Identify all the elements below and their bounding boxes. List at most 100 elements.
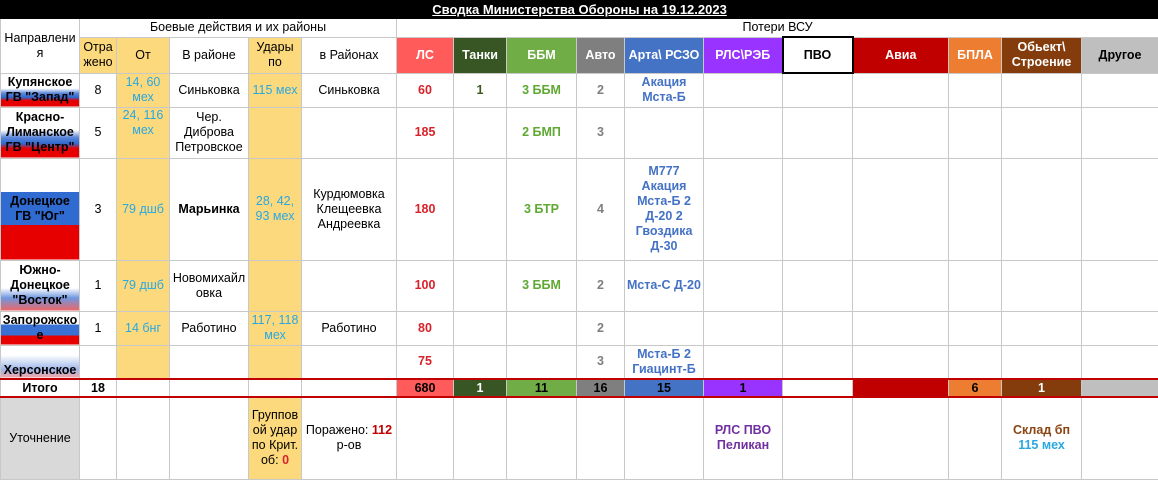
auto-cell: 4	[577, 158, 625, 260]
auto-cell: 2	[577, 260, 625, 311]
in-areas-cell	[302, 260, 397, 311]
object-note: Склад бп	[1013, 423, 1070, 437]
direction-cell: Запорожское	[1, 311, 80, 345]
auto-cell: 2	[577, 73, 625, 107]
totals-avia	[853, 379, 949, 397]
strikes-cell	[249, 260, 302, 311]
table-row: Донецкое ГВ "Юг" 3 79 дшб Марьинка 28, 4…	[1, 158, 1158, 260]
arta-cell: Акация Мста-Б	[625, 73, 704, 107]
totals-bbm: 11	[507, 379, 577, 397]
rls-note: РЛС ПВО Пеликан	[704, 397, 783, 479]
header-avia: Авиа	[853, 37, 949, 73]
bbm-cell: 2 БМП	[507, 107, 577, 158]
strikes-cell	[249, 107, 302, 158]
clarification-label: Уточнение	[1, 397, 80, 479]
group-strike-cell: Групповой удар по Крит. об: 0	[249, 397, 302, 479]
group-strike-count: 0	[282, 453, 289, 467]
header-bbm: ББМ	[507, 37, 577, 73]
totals-row: Итого 18 680 1 11 16 15 1 6 1	[1, 379, 1158, 397]
header-in-areas: в Районах	[302, 37, 397, 73]
header-tanks: Танки	[454, 37, 507, 73]
totals-tanks: 1	[454, 379, 507, 397]
in-areas-cell	[302, 107, 397, 158]
tanks-cell	[454, 311, 507, 345]
in-area-cell	[170, 345, 249, 379]
header-arta: Арта\ РСЗО	[625, 37, 704, 73]
tanks-cell	[454, 158, 507, 260]
table-row: Купянское ГВ "Запад" 8 14, 60 мех Синько…	[1, 73, 1158, 107]
header-pvo: ПВО	[783, 37, 853, 73]
group-combat: Боевые действия и их районы	[80, 19, 397, 38]
auto-cell: 3	[577, 107, 625, 158]
totals-repelled: 18	[80, 379, 117, 397]
totals-bpla: 6	[949, 379, 1002, 397]
totals-object: 1	[1002, 379, 1082, 397]
totals-label: Итого	[1, 379, 80, 397]
header-rls: РЛС\РЭБ	[704, 37, 783, 73]
totals-pvo	[783, 379, 853, 397]
tanks-cell	[454, 345, 507, 379]
ls-cell: 180	[397, 158, 454, 260]
ls-cell: 185	[397, 107, 454, 158]
totals-arta: 15	[625, 379, 704, 397]
bbm-cell	[507, 345, 577, 379]
header-bpla: БПЛА	[949, 37, 1002, 73]
repelled-cell: 3	[80, 158, 117, 260]
in-area-cell: Чер. Диброва Петровское	[170, 107, 249, 158]
hit-label: Поражено:	[306, 423, 368, 437]
hit-cell: Поражено: 112 р-ов	[302, 397, 397, 479]
group-losses: Потери ВСУ	[397, 19, 1158, 38]
direction-cell: Донецкое ГВ "Юг"	[1, 158, 80, 260]
tanks-cell	[454, 107, 507, 158]
from-cell: 24, 116 мех	[117, 107, 170, 158]
auto-cell: 3	[577, 345, 625, 379]
totals-auto: 16	[577, 379, 625, 397]
direction-cell: Купянское ГВ "Запад"	[1, 73, 80, 107]
object-note-cell: Склад бп 115 мех	[1002, 397, 1082, 479]
header-ls: ЛС	[397, 37, 454, 73]
in-areas-cell: Курдюмовка Клещеевка Андреевка	[302, 158, 397, 260]
totals-rls: 1	[704, 379, 783, 397]
repelled-cell: 8	[80, 73, 117, 107]
arta-cell	[625, 107, 704, 158]
header-in-area: В районе	[170, 37, 249, 73]
from-cell: 14 бнг	[117, 311, 170, 345]
repelled-cell: 5	[80, 107, 117, 158]
header-strikes: Удары по	[249, 37, 302, 73]
clarification-row: Уточнение Групповой удар по Крит. об: 0 …	[1, 397, 1158, 479]
in-area-cell: Работино	[170, 311, 249, 345]
header-repelled: Отра жено	[80, 37, 117, 73]
in-areas-cell	[302, 345, 397, 379]
arta-cell	[625, 311, 704, 345]
ls-cell: 80	[397, 311, 454, 345]
header-other: Другое	[1082, 37, 1158, 73]
table-row: Южно-Донецкое "Восток" 1 79 дшб Новомиха…	[1, 260, 1158, 311]
direction-cell: Красно-Лиманское ГВ "Центр"	[1, 107, 80, 158]
bbm-cell	[507, 311, 577, 345]
in-area-cell: Марьинка	[170, 158, 249, 260]
strikes-cell	[249, 345, 302, 379]
bbm-cell: 3 БТР	[507, 158, 577, 260]
table-row: Красно-Лиманское ГВ "Центр" 5 24, 116 ме…	[1, 107, 1158, 158]
tanks-cell: 1	[454, 73, 507, 107]
repelled-cell: 1	[80, 260, 117, 311]
object-note-unit: 115 мех	[1018, 438, 1065, 452]
arta-cell: Мста-С Д-20	[625, 260, 704, 311]
header-auto: Авто	[577, 37, 625, 73]
ls-cell: 75	[397, 345, 454, 379]
ls-cell: 60	[397, 73, 454, 107]
report-title: Сводка Министерства Обороны на 19.12.202…	[1, 1, 1158, 19]
ls-cell: 100	[397, 260, 454, 311]
direction-cell: Южно-Донецкое "Восток"	[1, 260, 80, 311]
totals-ls: 680	[397, 379, 454, 397]
from-cell: 14, 60 мех	[117, 73, 170, 107]
in-area-cell: Новомихайловка	[170, 260, 249, 311]
repelled-cell	[80, 345, 117, 379]
in-areas-cell: Работино	[302, 311, 397, 345]
auto-cell: 2	[577, 311, 625, 345]
repelled-cell: 1	[80, 311, 117, 345]
from-cell	[117, 345, 170, 379]
header-direction: Направления	[1, 19, 80, 74]
in-area-cell: Синьковка	[170, 73, 249, 107]
